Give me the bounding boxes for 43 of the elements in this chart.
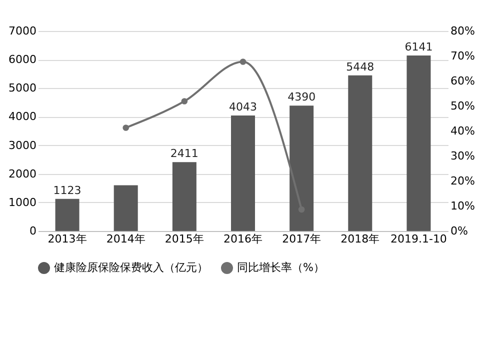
legend-label: 健康险原保险保费收入（亿元）	[54, 261, 208, 274]
point	[298, 206, 305, 213]
data-label: 5448	[346, 60, 374, 74]
data-label: 1123	[53, 184, 82, 197]
y-tick-label: 6000	[8, 53, 36, 66]
y2-tick-label: 50%	[450, 100, 475, 112]
x-tick-label: 2019.1-10	[390, 232, 447, 246]
y-tick-label: 2000	[8, 167, 36, 180]
point	[122, 124, 130, 131]
bar	[172, 162, 196, 231]
y-tick-label: 7000	[8, 24, 36, 38]
x-tick-label: 2015年	[164, 232, 204, 246]
data-label: 4043	[229, 100, 257, 114]
bar	[114, 185, 138, 231]
y2-tick-label: 70%	[450, 50, 475, 62]
point	[240, 58, 246, 65]
x-tick-label: 2018年	[340, 232, 380, 246]
y-tick-label: 1000	[8, 196, 36, 209]
y2-tick-label: 80%	[450, 24, 475, 38]
x-tick-label: 2017年	[282, 232, 322, 246]
point	[181, 98, 188, 104]
bar	[55, 198, 80, 231]
data-label: 4390	[288, 90, 316, 104]
bar	[406, 56, 431, 231]
bar	[290, 106, 314, 231]
x-tick-label: 2013年	[48, 232, 87, 246]
y2-tick-label: 40%	[450, 124, 475, 138]
bar	[348, 75, 372, 231]
x-tick-label: 2014年	[106, 232, 146, 246]
y2-tick-label: 60%	[450, 74, 475, 88]
y-tick-label: 4000	[8, 110, 36, 124]
y-tick-label: 3000	[8, 138, 36, 152]
x-tick-label: 2016年	[224, 232, 262, 246]
y2-tick-label: 0%	[450, 224, 468, 238]
legend-label: 同比增长率（%）	[237, 261, 324, 274]
y2-tick-label: 20%	[450, 174, 475, 188]
bar	[231, 115, 255, 231]
y-tick-label: 5000	[8, 82, 36, 95]
data-label: 6141	[404, 40, 433, 54]
data-label: 2411	[170, 147, 198, 160]
y2-tick-label: 10%	[450, 200, 475, 212]
y-tick-label: 0	[30, 224, 36, 238]
y2-tick-label: 30%	[450, 150, 475, 162]
